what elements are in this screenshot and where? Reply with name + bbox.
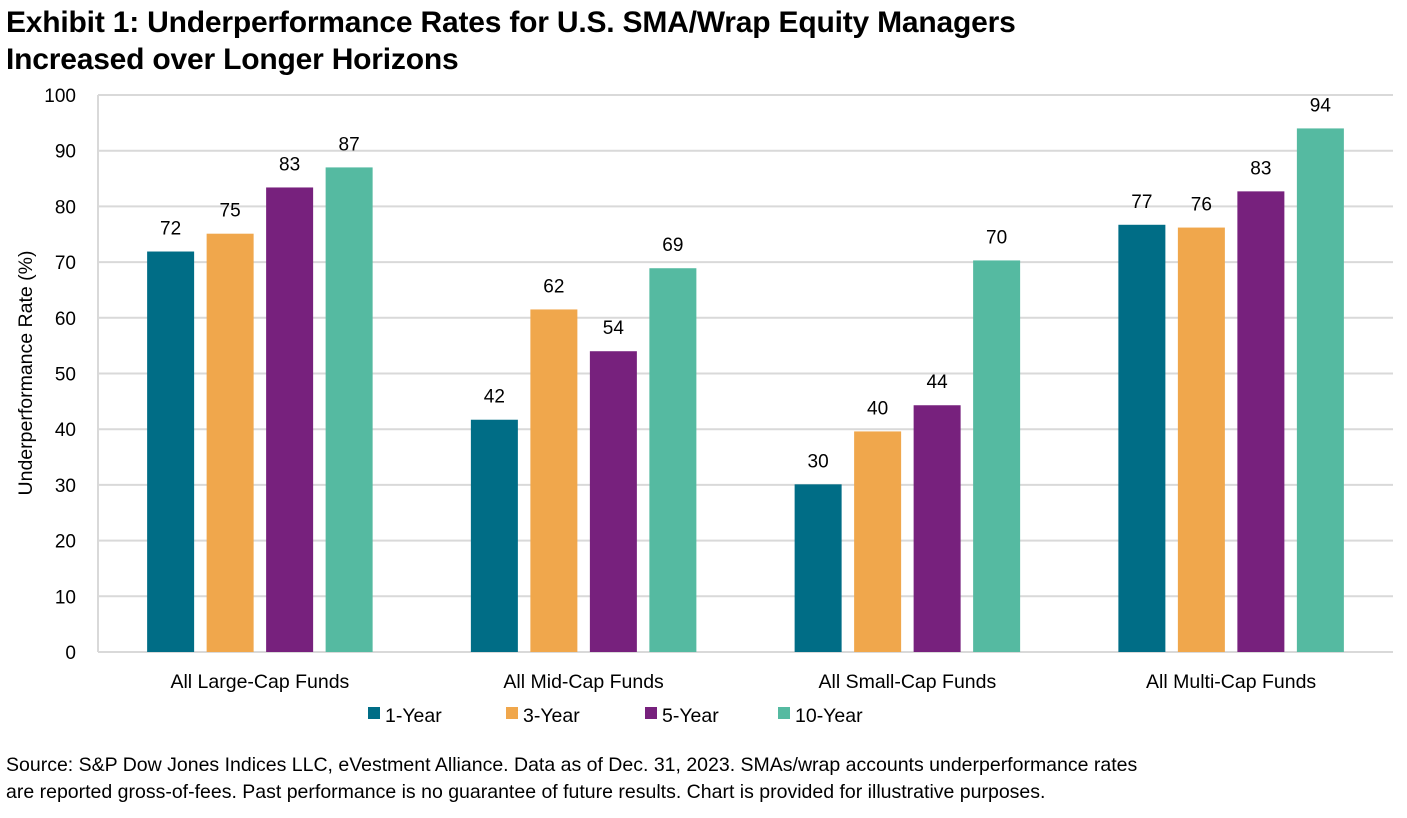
bar-5-year: [1237, 191, 1285, 652]
bars: [147, 128, 1344, 653]
legend-swatch: [506, 707, 518, 719]
legend-label: 3-Year: [523, 705, 580, 727]
y-tick-label: 100: [44, 86, 76, 107]
gridlines: [97, 94, 1393, 653]
data-label: 62: [543, 276, 564, 297]
x-category-label: All Large-Cap Funds: [170, 671, 349, 693]
bar-5-year: [589, 351, 637, 652]
legend-swatch: [645, 707, 657, 719]
bar-5-year: [266, 187, 314, 652]
data-label: 40: [867, 398, 888, 419]
legend-swatch: [778, 707, 790, 719]
bar-3-year: [854, 431, 902, 652]
bar-3-year: [1177, 227, 1225, 653]
chart-title-line-1: Exhibit 1: Underperformance Rates for U.…: [6, 6, 1016, 39]
legend-label: 5-Year: [662, 705, 719, 727]
x-category-label: All Multi-Cap Funds: [1146, 671, 1316, 693]
source-line-1: Source: S&P Dow Jones Indices LLC, eVest…: [6, 754, 1138, 776]
x-axis-categories: All Large-Cap Funds All Mid-Cap Funds All …: [170, 671, 1316, 693]
data-label: 30: [808, 451, 829, 472]
y-tick-label: 20: [55, 532, 76, 553]
bar-3-year: [206, 233, 254, 652]
y-tick-label: 70: [55, 253, 76, 274]
chart-title: Exhibit 1: Underperformance Rates for U.…: [6, 4, 1016, 78]
data-label: 42: [484, 387, 505, 408]
y-tick-label: 60: [55, 309, 76, 330]
data-label: 76: [1191, 195, 1212, 216]
bar-1-year: [147, 251, 195, 652]
y-axis-ticks: 0 10 20 30 40 50 60 70 80 90 100: [44, 86, 76, 664]
data-label: 69: [662, 235, 683, 256]
y-tick-label: 10: [55, 587, 76, 608]
y-tick-label: 30: [55, 476, 76, 497]
y-tick-label: 0: [65, 643, 76, 664]
y-axis-label: Underperformance Rate (%): [15, 251, 37, 496]
y-tick-label: 50: [55, 365, 76, 386]
data-label: 70: [986, 227, 1007, 248]
data-label: 44: [927, 372, 949, 393]
bar-1-year: [794, 484, 842, 652]
bar-5-year: [913, 405, 961, 652]
data-label: 83: [1250, 158, 1271, 179]
legend-item: 3-Year: [506, 705, 580, 727]
legend-item: 1-Year: [368, 705, 442, 727]
data-label: 87: [339, 134, 360, 155]
bar-3-year: [530, 309, 578, 652]
data-labels: 72 75 83 87 42 62 54 69 30 40 44 70 77 76 83 94: [160, 95, 1331, 472]
source-line-2: are reported gross-of-fees. Past perform…: [6, 781, 1046, 803]
legend-swatch: [368, 707, 380, 719]
data-label: 94: [1310, 95, 1332, 116]
legend-item: 5-Year: [645, 705, 719, 727]
data-label: 75: [220, 201, 241, 222]
bar-10-year: [973, 260, 1021, 652]
legend-label: 10-Year: [795, 705, 863, 727]
bar-10-year: [325, 167, 373, 652]
bar-1-year: [470, 419, 518, 652]
x-category-label: All Mid-Cap Funds: [503, 671, 664, 693]
bar-10-year: [1296, 128, 1344, 653]
chart-title-line-2: Increased over Longer Horizons: [6, 43, 459, 76]
y-tick-label: 40: [55, 420, 76, 441]
source-note: Source: S&P Dow Jones Indices LLC, eVest…: [6, 752, 1406, 806]
data-label: 72: [160, 219, 181, 240]
bar-1-year: [1118, 224, 1166, 652]
legend-item: 10-Year: [778, 705, 863, 727]
bar-10-year: [649, 268, 697, 652]
y-tick-label: 80: [55, 197, 76, 218]
data-label: 54: [603, 318, 625, 339]
x-category-label: All Small-Cap Funds: [819, 671, 997, 693]
legend-label: 1-Year: [385, 705, 442, 727]
data-label: 83: [279, 154, 300, 175]
legend: 1-Year 3-Year 5-Year 10-Year: [368, 705, 863, 727]
data-label: 77: [1131, 192, 1152, 213]
y-tick-label: 90: [55, 142, 76, 163]
